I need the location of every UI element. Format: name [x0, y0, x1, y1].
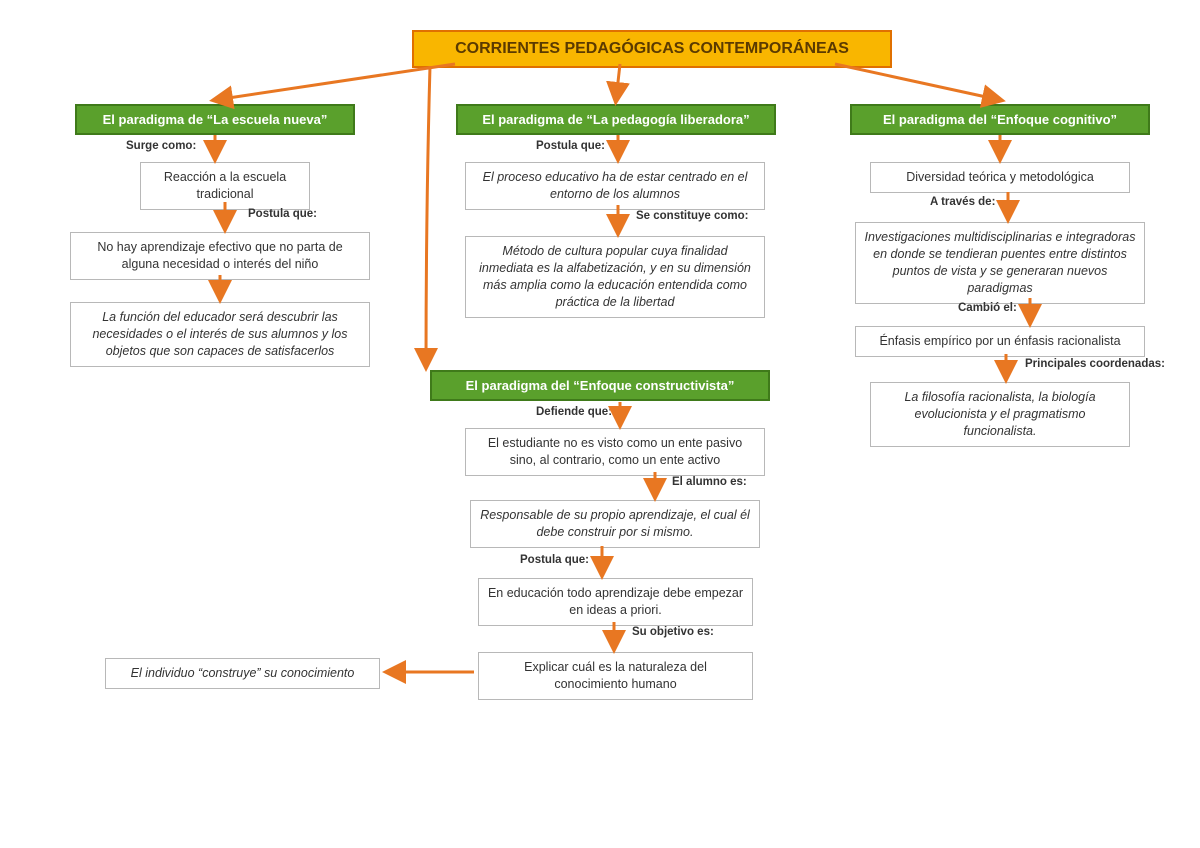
col4-box2: Responsable de su propio aprendizaje, el…: [470, 500, 760, 548]
col1-box2: No hay aprendizaje efectivo que no parta…: [70, 232, 370, 280]
col4-label3: Postula que:: [520, 554, 589, 566]
main-title: CORRIENTES PEDAGÓGICAS CONTEMPORÁNEAS: [412, 30, 892, 68]
col4-header: El paradigma del “Enfoque constructivist…: [430, 370, 770, 401]
col4-label2: El alumno es:: [672, 476, 747, 488]
col2-header: El paradigma de “La pedagogía liberadora…: [456, 104, 776, 135]
col3-header: El paradigma del “Enfoque cognitivo”: [850, 104, 1150, 135]
col1-label2: Postula que:: [248, 208, 317, 220]
col3-box4: La filosofía racionalista, la biología e…: [870, 382, 1130, 447]
col3-box1: Diversidad teórica y metodológica: [870, 162, 1130, 193]
col3-box2: Investigaciones multidisciplinarias e in…: [855, 222, 1145, 304]
col4-box3: En educación todo aprendizaje debe empez…: [478, 578, 753, 626]
col4-box1: El estudiante no es visto como un ente p…: [465, 428, 765, 476]
col1-box1: Reacción a la escuela tradicional: [140, 162, 310, 210]
col4-label4: Su objetivo es:: [632, 626, 714, 638]
col2-label1: Postula que:: [536, 140, 605, 152]
col3-label1: A través de:: [930, 196, 995, 208]
col4-label1: Defiende que:: [536, 406, 612, 418]
col3-box3: Énfasis empírico por un énfasis racional…: [855, 326, 1145, 357]
col1-header: El paradigma de “La escuela nueva”: [75, 104, 355, 135]
col4-sidebox: El individuo “construye” su conocimiento: [105, 658, 380, 689]
col1-box3: La función del educador será descubrir l…: [70, 302, 370, 367]
col2-box1: El proceso educativo ha de estar centrad…: [465, 162, 765, 210]
col3-label3: Principales coordenadas:: [1025, 358, 1165, 370]
col1-label1: Surge como:: [126, 140, 196, 152]
col3-label2: Cambió el:: [958, 302, 1017, 314]
col2-box2: Método de cultura popular cuya finalidad…: [465, 236, 765, 318]
col2-label2: Se constituye como:: [636, 210, 748, 222]
col4-box4: Explicar cuál es la naturaleza del conoc…: [478, 652, 753, 700]
